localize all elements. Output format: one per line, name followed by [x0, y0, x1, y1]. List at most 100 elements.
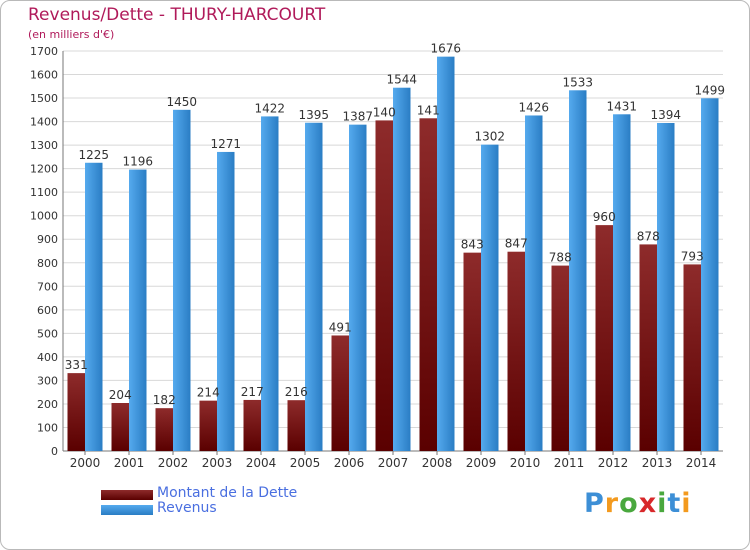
y-tick-label: 0: [51, 445, 58, 458]
data-label-revenue-2006: 1387: [342, 110, 373, 124]
data-label-debt-2008: 141: [417, 103, 440, 117]
bar-debt-2014: [683, 264, 701, 451]
bar-revenue-2008: [437, 56, 455, 451]
bar-debt-2005: [287, 400, 305, 451]
data-label-revenue-2010: 1426: [518, 100, 549, 114]
data-label-revenue-2012: 1431: [606, 99, 637, 113]
legend-swatch-debt: [101, 490, 153, 500]
bar-revenue-2002: [173, 109, 191, 451]
data-label-debt-2009: 843: [461, 238, 484, 252]
data-label-debt-2005: 216: [285, 385, 308, 399]
data-label-revenue-2009: 1302: [474, 130, 505, 144]
x-tick-label-2009: 2009: [466, 456, 497, 470]
y-tick-label: 200: [37, 398, 58, 411]
y-tick-label: 700: [37, 280, 58, 293]
y-tick-label: 1100: [30, 186, 58, 199]
data-label-debt-2013: 878: [637, 229, 660, 243]
y-tick-label: 1200: [30, 163, 58, 176]
x-tick-label-2006: 2006: [334, 456, 365, 470]
bar-revenue-2005: [305, 122, 323, 451]
bar-debt-2004: [243, 399, 261, 451]
data-label-revenue-2011: 1533: [562, 75, 593, 89]
bar-debt-2003: [199, 400, 217, 451]
y-tick-label: 1300: [30, 139, 58, 152]
logo-letter: r: [604, 488, 620, 519]
x-tick-label-2012: 2012: [598, 456, 629, 470]
bar-debt-2006: [331, 335, 349, 451]
legend-label-debt: Montant de la Dette: [157, 485, 298, 501]
y-tick-label: 600: [37, 304, 58, 317]
data-label-revenue-2005: 1395: [298, 108, 329, 122]
bar-debt-2002: [155, 408, 173, 451]
bar-revenue-2013: [657, 123, 675, 451]
bar-debt-2001: [111, 403, 129, 451]
data-label-debt-2000: 331: [65, 358, 88, 372]
data-label-debt-2003: 214: [197, 386, 220, 400]
bar-revenue-2009: [481, 144, 499, 451]
data-label-revenue-2000: 1225: [78, 148, 109, 162]
x-tick-label-2008: 2008: [422, 456, 453, 470]
bar-debt-2011: [551, 265, 569, 451]
legend-swatch-revenue: [101, 505, 153, 515]
y-tick-label: 100: [37, 421, 58, 434]
x-tick-label-2013: 2013: [642, 456, 673, 470]
y-tick-label: 1400: [30, 116, 58, 129]
x-tick-label-2010: 2010: [510, 456, 541, 470]
proxiti-logo: Proxiti: [584, 488, 692, 519]
bar-revenue-2000: [85, 162, 103, 451]
x-tick-label-2004: 2004: [246, 456, 277, 470]
bar-revenue-2003: [217, 151, 235, 452]
x-tick-label-2003: 2003: [202, 456, 233, 470]
data-label-debt-2012: 960: [593, 210, 616, 224]
y-tick-label: 900: [37, 233, 58, 246]
data-label-debt-2014: 793: [681, 249, 704, 263]
y-tick-label: 1000: [30, 210, 58, 223]
data-label-revenue-2007: 1544: [386, 73, 417, 87]
bar-debt-2009: [463, 252, 481, 451]
x-tick-label-2002: 2002: [158, 456, 189, 470]
data-label-debt-2004: 217: [241, 385, 264, 399]
chart-subtitle: (en milliers d'€): [28, 28, 115, 41]
data-label-revenue-2013: 1394: [650, 108, 681, 122]
data-label-debt-2007: 140: [373, 105, 396, 119]
y-tick-label: 300: [37, 374, 58, 387]
x-tick-label-2000: 2000: [70, 456, 101, 470]
bar-debt-2013: [639, 244, 657, 451]
logo-letter: t: [667, 488, 682, 519]
logo-letter: o: [619, 488, 639, 519]
bar-revenue-2014: [701, 98, 719, 451]
data-label-debt-2002: 182: [153, 393, 176, 407]
bar-debt-2008: [419, 118, 437, 451]
bar-revenue-2006: [349, 124, 367, 451]
legend-label-revenue: Revenus: [157, 500, 217, 516]
y-tick-label: 500: [37, 327, 58, 340]
data-label-debt-2011: 788: [549, 251, 572, 265]
bar-revenue-2007: [393, 87, 411, 452]
logo-letter: i: [657, 488, 668, 519]
bar-debt-2007: [375, 120, 393, 451]
y-tick-label: 800: [37, 257, 58, 270]
bar-revenue-2011: [569, 90, 587, 451]
bar-revenue-2004: [261, 116, 279, 451]
data-label-revenue-2008: 1676: [430, 42, 461, 56]
data-label-revenue-2001: 1196: [122, 155, 153, 169]
bar-debt-2012: [595, 225, 613, 451]
x-tick-label-2001: 2001: [114, 456, 145, 470]
x-tick-label-2011: 2011: [554, 456, 585, 470]
logo-letter: i: [681, 488, 692, 519]
bar-revenue-2001: [129, 169, 147, 451]
data-label-debt-2001: 204: [109, 388, 132, 402]
x-tick-label-2007: 2007: [378, 456, 409, 470]
data-label-debt-2006: 491: [329, 320, 352, 334]
y-tick-label: 400: [37, 351, 58, 364]
data-label-debt-2010: 847: [505, 237, 528, 251]
y-tick-label: 1500: [30, 92, 58, 105]
y-tick-label: 1600: [30, 69, 58, 82]
logo-letter: x: [638, 488, 658, 519]
y-tick-label: 1700: [30, 45, 58, 58]
x-tick-label-2014: 2014: [686, 456, 717, 470]
bar-debt-2010: [507, 251, 525, 451]
data-label-revenue-2002: 1450: [166, 95, 197, 109]
bar-debt-2000: [67, 373, 85, 451]
